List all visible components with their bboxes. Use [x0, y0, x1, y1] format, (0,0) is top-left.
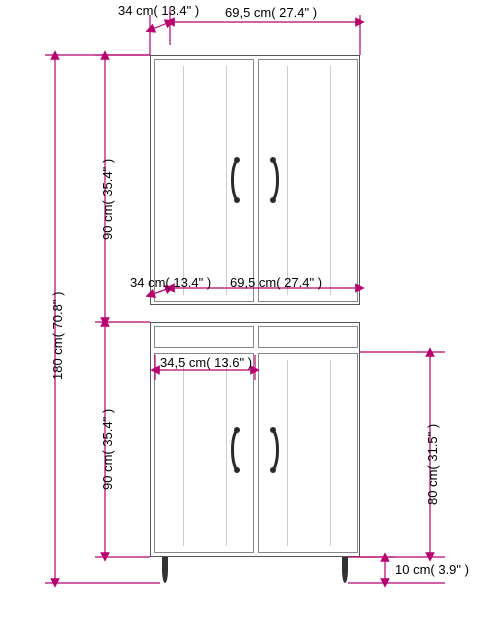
dim-right-height: 80 cm( 31.5" ) [425, 424, 440, 505]
dim-mid-depth: 34 cm( 13.4" ) [130, 275, 211, 290]
dim-overall-height: 180 cm( 70.8" ) [50, 292, 65, 380]
dim-drawer-width: 34,5 cm( 13.6" ) [160, 355, 252, 370]
dim-upper-height: 90 cm( 35.4" ) [100, 159, 115, 240]
dimension-lines [0, 0, 500, 641]
dim-lower-height: 90 cm( 35.4" ) [100, 409, 115, 490]
dim-top-width: 69,5 cm( 27.4" ) [225, 5, 317, 20]
dim-mid-width: 69,5 cm( 27.4" ) [230, 275, 322, 290]
dim-top-depth: 34 cm( 13.4" ) [118, 3, 199, 18]
dim-leg-height: 10 cm( 3.9" ) [395, 562, 469, 577]
